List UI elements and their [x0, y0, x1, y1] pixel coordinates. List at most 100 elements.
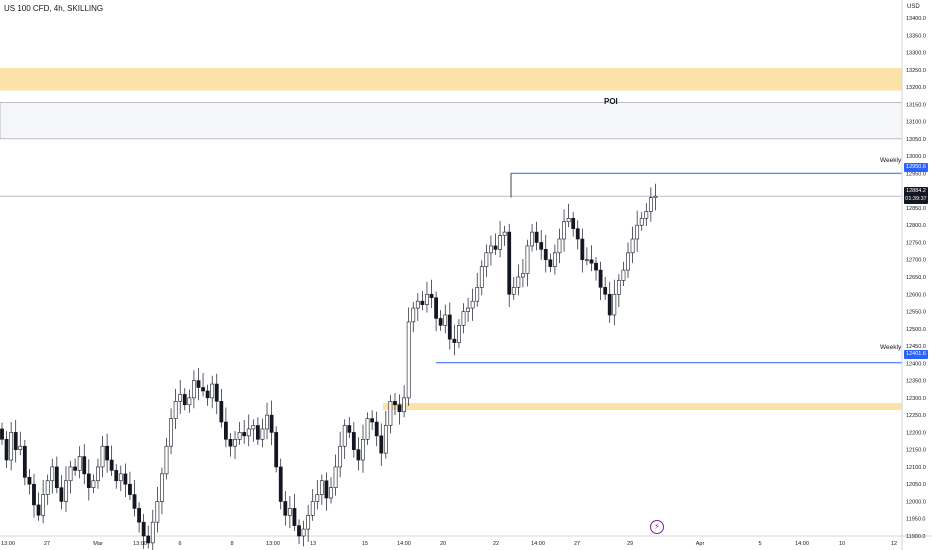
candle-body [18, 445, 23, 450]
candle-body [557, 238, 562, 254]
price-tick-label: 12800.0 [906, 223, 926, 229]
candle-body [370, 418, 375, 423]
candle-body [137, 508, 141, 523]
candle-body [452, 338, 457, 343]
candle-body [141, 521, 146, 537]
candle-body [59, 487, 64, 502]
candle-body [507, 231, 512, 295]
candle-body [589, 259, 594, 264]
poi-zone [0, 102, 903, 140]
symbol-title[interactable]: US 100 CFD, 4h, SKILLING [4, 4, 104, 13]
candle-body [27, 476, 32, 485]
currency-label: USD [907, 4, 920, 10]
lightning-icon[interactable]: ⚡ [650, 520, 664, 534]
candle-body [287, 508, 292, 516]
price-tick-label: 12700.0 [906, 258, 926, 264]
price-tick-label: 12100.0 [906, 465, 926, 471]
candle-body [415, 300, 420, 309]
price-tick-label: 13200.0 [906, 85, 926, 91]
price-tick-label: 12400.0 [906, 361, 926, 367]
price-tick-label: 12950.0 [906, 171, 926, 177]
price-tick-label: 12250.0 [906, 413, 926, 419]
time-tick-label: 20 [440, 541, 446, 547]
candle-body [210, 383, 215, 399]
candle-body [443, 314, 448, 326]
candle-body [484, 252, 489, 267]
price-tick-label: 13150.0 [906, 102, 926, 108]
candle-body [105, 445, 109, 461]
time-tick-label: 14:00 [531, 541, 545, 547]
supply-zone [0, 68, 902, 91]
candle-body [429, 293, 434, 299]
candle-body [164, 445, 169, 475]
candle-body [347, 425, 352, 433]
candle-body [155, 501, 160, 523]
time-tick-label: 6 [178, 541, 181, 547]
candle-body [192, 380, 196, 399]
candle-body [54, 466, 59, 488]
candle-body [169, 418, 173, 447]
candle-body [109, 459, 114, 471]
candle-body [319, 480, 324, 495]
price-tick-label: 12450.0 [906, 344, 926, 350]
candle-body [393, 401, 397, 406]
candle-body [205, 390, 210, 399]
candle-body [648, 197, 653, 212]
candle-body [182, 394, 187, 406]
candle-body [233, 439, 237, 447]
candle-body [543, 249, 548, 261]
candle-body [489, 245, 493, 254]
candle-body [420, 300, 425, 305]
price-tick-label: 13350.0 [906, 33, 926, 39]
price-tick-label: 12050.0 [906, 482, 926, 488]
candle-body [466, 307, 470, 312]
candle-body [580, 238, 585, 261]
candle-body [548, 259, 553, 267]
candle-body [310, 501, 315, 516]
candle-body [607, 293, 612, 316]
candle-body [283, 501, 288, 516]
candle-body [603, 287, 608, 295]
candle-body [132, 494, 137, 509]
candle-body [379, 435, 384, 454]
candle-body [516, 276, 521, 288]
price-tick-label: 13250.0 [906, 68, 926, 74]
candle-body [584, 259, 589, 261]
candle-body [219, 401, 224, 423]
time-tick-label: 8 [230, 541, 233, 547]
time-tick-label: 12 [891, 541, 897, 547]
candle-body [242, 432, 247, 437]
candle-body [228, 439, 233, 447]
candle-body [521, 273, 525, 278]
candle-body [502, 231, 507, 236]
candle-body [562, 221, 566, 240]
candle-body [260, 428, 265, 440]
candle-body [292, 508, 297, 526]
candle-body [434, 297, 438, 319]
time-tick-label: 5 [758, 541, 761, 547]
candle-body [315, 494, 320, 502]
candle-body [91, 480, 96, 488]
candle-body [356, 449, 361, 461]
candle-body [118, 473, 123, 482]
candle-body [160, 473, 164, 502]
weekly-low-label: Weekly [880, 344, 902, 351]
candle-body [146, 535, 151, 544]
candle-body [82, 456, 87, 475]
candle-body [301, 528, 306, 537]
time-tick-label: 10 [839, 541, 845, 547]
candle-body [566, 217, 571, 223]
price-tick-label: 12550.0 [906, 310, 926, 316]
price-tick-label: 12000.0 [906, 499, 926, 505]
time-tick-label: 13:00 [133, 541, 147, 547]
candle-body [616, 280, 621, 295]
candle-body [173, 401, 178, 419]
price-tick-label: 12850.0 [906, 206, 926, 212]
candle-body [438, 318, 443, 326]
current-price-value: 12884.2 [906, 188, 926, 194]
candle-body [64, 480, 68, 502]
candle-body [187, 397, 192, 406]
price-tick-label: 12300.0 [906, 396, 926, 402]
current-price-tag: 12884.2 01:39:37 [904, 187, 928, 204]
